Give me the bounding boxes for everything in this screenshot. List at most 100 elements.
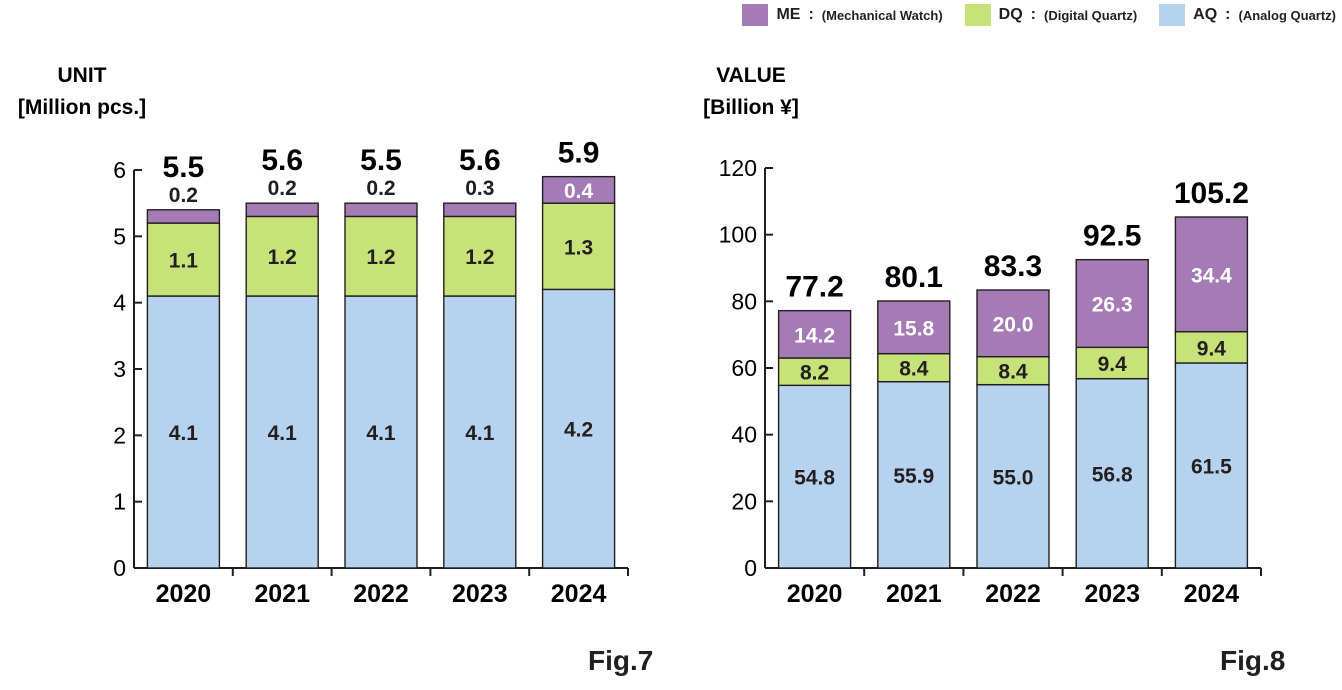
value-category-2023: 2023 [1084,580,1140,608]
value-bar-aq-2022 [976,383,1050,569]
value-label-dq-2024: 9.4 [1197,337,1227,360]
unit-y-tick-label: 4 [113,290,126,316]
unit-category-2024: 2024 [551,580,607,608]
value-label-aq-2021: 55.9 [893,465,934,488]
unit-total-2024: 5.9 [558,137,600,170]
value-bar-me-2023 [1075,258,1149,349]
legend-desc-aq: (Analog Quartz) [1238,7,1337,23]
value-y-tick-label: 20 [731,488,757,514]
unit-bar-dq-2022 [344,215,418,297]
unit-bar-me-2022 [344,202,418,218]
unit-label-aq-2021: 4.1 [268,422,298,445]
unit-bar-aq-2021 [245,295,319,569]
legend-item-aq: AQ: (Analog Quartz) [1159,4,1336,26]
value-bar-dq-2021 [877,352,951,383]
unit-label-aq-2023: 4.1 [465,422,495,445]
value-bar-dq-2020 [777,357,852,387]
unit-y-tick-label: 5 [113,223,126,249]
value-label-aq-2022: 55.0 [993,466,1034,489]
unit-chart: UNIT[Million pcs.]01234564.11.10.25.5202… [18,64,629,608]
value-label-me-2021: 15.8 [893,317,934,340]
legend-item-me: ME: (Mechanical Watch) [742,4,943,26]
legend-swatch-dq [964,4,991,26]
unit-bar-me-2024 [541,175,616,204]
value-bar-me-2024 [1174,216,1249,333]
value-y-tick-label: 100 [719,222,757,248]
unit-label-me-2020: 0.2 [169,184,198,207]
unit-label-dq-2023: 1.2 [465,246,494,269]
unit-total-2021: 5.6 [261,144,303,177]
unit-bar-aq-2022 [344,295,418,569]
unit-ylabel-line1: UNIT [58,64,107,87]
unit-ylabel-line2: [Million pcs.] [18,96,146,119]
value-chart: VALUE [Billion ¥] 0 20 40 60 80 100 120 54.8 8.2 14… [703,64,1262,608]
legend-desc-dq: (Digital Quartz) [1044,7,1138,23]
value-label-me-2022: 20.0 [993,313,1034,336]
value-label-aq-2023: 56.8 [1092,463,1133,486]
value-bar-aq-2020 [777,384,852,569]
unit-bar-me-2020 [146,209,221,224]
legend-code-dq: DQ [998,6,1023,23]
value-bar-aq-2021 [877,380,951,569]
value-category-2024: 2024 [1184,580,1240,608]
unit-y-tick-label: 6 [113,157,126,183]
value-bar-me-2022 [976,289,1050,358]
unit-bar-dq-2024 [541,202,616,291]
unit-label-me-2024: 0.4 [564,180,594,203]
value-y-tick-label: 120 [719,155,757,181]
unit-bar-aq-2020 [146,295,221,569]
unit-bar-me-2021 [245,202,319,218]
unit-category-2021: 2021 [254,580,310,608]
unit-total-2020: 5.5 [163,151,205,184]
value-ylabel-line2: [Billion ¥] [703,96,799,119]
unit-y-tick-label: 0 [113,555,126,581]
value-y-tick-label: 0 [744,555,757,581]
value-bar-me-2020 [777,309,852,359]
legend-swatch-aq [1159,4,1186,26]
value-label-me-2020: 14.2 [794,324,835,347]
unit-label-me-2021: 0.2 [268,177,297,200]
unit-label-dq-2021: 1.2 [268,246,297,269]
value-label-aq-2020: 54.8 [794,467,835,490]
unit-category-2020: 2020 [156,580,212,608]
legend-code-aq: AQ [1193,6,1218,23]
value-category-2020: 2020 [787,580,843,608]
unit-total-2023: 5.6 [459,144,501,177]
value-category-2021: 2021 [886,580,942,608]
value-total-2024: 105.2 [1174,177,1249,210]
legend-code-me: ME [776,6,801,23]
unit-category-2023: 2023 [452,580,508,608]
unit-label-aq-2020: 4.1 [169,422,199,445]
unit-label-me-2022: 0.2 [366,177,395,200]
value-label-me-2024: 34.4 [1191,264,1232,287]
value-ylabel-line1: VALUE [716,64,786,87]
value-label-dq-2023: 9.4 [1098,353,1128,376]
unit-label-dq-2020: 1.1 [169,250,199,273]
value-total-2022: 83.3 [984,250,1042,283]
value-y-tick-label: 60 [731,355,757,381]
value-bar-aq-2023 [1075,377,1149,569]
value-bar-me-2021 [877,300,951,355]
value-label-aq-2024: 61.5 [1191,456,1232,479]
unit-label-aq-2022: 4.1 [366,422,396,445]
unit-label-dq-2022: 1.2 [366,246,395,269]
unit-y-tick-label: 1 [113,489,126,515]
legend: ME: (Mechanical Watch) DQ: (Digital Quar… [742,4,1336,26]
unit-total-2022: 5.5 [360,144,402,177]
unit-label-aq-2024: 4.2 [564,419,593,442]
unit-label-dq-2024: 1.3 [564,236,593,259]
unit-label-me-2023: 0.3 [465,177,494,200]
value-label-dq-2020: 8.2 [800,362,829,385]
value-category-2022: 2022 [985,580,1041,608]
value-label-me-2023: 26.3 [1092,294,1133,317]
unit-category-2022: 2022 [353,580,409,608]
value-label-dq-2022: 8.4 [998,361,1028,384]
unit-bar-aq-2023 [443,295,517,569]
legend-desc-me: (Mechanical Watch) [821,7,943,23]
unit-y-tick-label: 3 [113,356,126,382]
legend-swatch-me [742,4,769,26]
unit-y-tick-label: 2 [113,422,126,448]
value-y-tick-label: 40 [731,422,757,448]
value-y-tick-label: 80 [731,288,757,314]
value-bar-aq-2024 [1174,362,1249,569]
